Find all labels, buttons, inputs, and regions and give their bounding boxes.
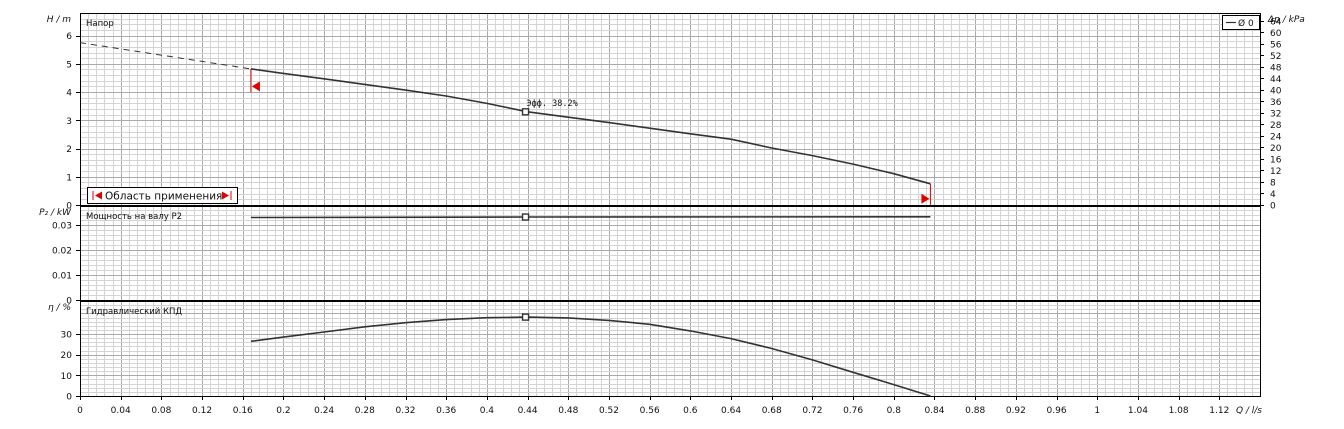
y-right-tick-label: 36	[1270, 98, 1282, 108]
y-right-tick-label: 60	[1270, 29, 1282, 39]
y-tick-label: 30	[61, 331, 73, 341]
x-tick-label: 1.08	[1169, 406, 1189, 416]
y-right-tick-label: 24	[1270, 132, 1282, 142]
panel-title-power: Мощность на валу P2	[86, 212, 182, 222]
x-tick-label: 0.96	[1047, 406, 1067, 416]
operating-point-marker	[521, 108, 530, 116]
y-right-tick-label: 40	[1270, 86, 1282, 96]
power-curve	[250, 216, 931, 219]
efficiency-curve	[250, 316, 931, 397]
y-right-tick-label: 0	[1270, 202, 1276, 212]
x-tick-label: 0.72	[802, 406, 822, 416]
x-tick-label: 0.84	[924, 406, 944, 416]
x-tick-label: 0.12	[192, 406, 212, 416]
y-tick-label: 3	[66, 117, 72, 127]
y-right-tick-label: 28	[1270, 121, 1282, 131]
panel-frame-head	[80, 13, 1261, 206]
y-tick-label: 0.02	[52, 246, 72, 256]
y-right-tick-label: 4	[1270, 190, 1276, 200]
y-tick-label: 10	[61, 372, 73, 382]
x-tick-label: 0.4	[480, 406, 495, 416]
y-tick-label: 0	[66, 393, 72, 403]
y-tick-label: 5	[66, 60, 72, 70]
x-tick-label: 0.52	[599, 406, 619, 416]
legend-box	[1222, 15, 1260, 30]
curve-layer	[79, 42, 931, 397]
head-curve-extrapolation	[79, 42, 251, 70]
y-right-tick-label: 64	[1270, 17, 1282, 27]
y-tick-label: 20	[61, 351, 73, 361]
y-axis-label-efficiency: η / %	[48, 303, 71, 313]
x-tick-label: 0.92	[1006, 406, 1026, 416]
efficiency-annotation: Эфф. 38.2%	[527, 99, 578, 109]
x-axis-label: Q / l/s	[1236, 406, 1262, 416]
range-start-marker	[251, 81, 260, 92]
x-tick-label: 0.8	[887, 406, 902, 416]
range-end-marker	[921, 193, 930, 204]
head-curve	[250, 68, 931, 185]
y-axis-label-power: P₂ / kW	[39, 208, 72, 218]
panel-title-head: Напор	[86, 19, 114, 29]
x-tick-label: 1.12	[1209, 406, 1229, 416]
x-tick-label: 0.04	[111, 406, 131, 416]
y-tick-label: 0.01	[52, 271, 72, 281]
panel-frame-power	[80, 206, 1261, 301]
x-tick-label: 0.16	[233, 406, 253, 416]
panel-title-efficiency: Гидравлический КПД	[86, 307, 182, 317]
x-tick-label: 0.64	[721, 406, 741, 416]
x-tick-label: 1.04	[1128, 406, 1148, 416]
y-tick-label: 6	[66, 32, 72, 42]
x-tick-label: 0.32	[395, 406, 415, 416]
y-right-tick-label: 12	[1270, 167, 1281, 177]
x-tick-label: 0.36	[436, 406, 456, 416]
y-right-tick-label: 20	[1270, 144, 1282, 154]
x-tick-label: 0.24	[314, 406, 334, 416]
y-tick-label: 0	[66, 202, 72, 212]
y-right-tick-label: 44	[1270, 75, 1282, 85]
x-tick-label: 0.2	[276, 406, 290, 416]
operating-range-label: Область применения	[105, 191, 222, 203]
y-right-tick-label: 56	[1270, 40, 1282, 50]
operating-point-marker	[521, 313, 530, 321]
grid-layer	[80, 13, 1261, 397]
x-tick-label: 0	[77, 406, 83, 416]
y-right-tick-label: 48	[1270, 63, 1282, 73]
legend-label: Ø 0	[1238, 18, 1254, 29]
y-right-tick-label: 16	[1270, 155, 1282, 165]
x-tick-label: 0.68	[762, 406, 782, 416]
x-tick-label: 0.56	[640, 406, 660, 416]
y-right-tick-label: 32	[1270, 109, 1281, 119]
x-tick-label: 0.28	[355, 406, 375, 416]
y-right-tick-label: 8	[1270, 178, 1276, 188]
x-tick-label: 0.6	[683, 406, 698, 416]
x-tick-label: 0.48	[558, 406, 578, 416]
frame-layer	[76, 13, 1264, 400]
x-tick-label: 0.88	[965, 406, 985, 416]
operating-range-arrow-left	[95, 191, 102, 200]
y-axis-label-head: H / m	[47, 15, 72, 25]
operating-point-marker	[521, 213, 530, 221]
operating-range-box	[87, 187, 238, 204]
x-tick-label: 0.76	[843, 406, 863, 416]
y-tick-label: 0	[66, 297, 72, 307]
y-tick-label: 4	[66, 89, 72, 99]
operating-range-arrow-right	[222, 191, 229, 200]
y-tick-label: 0.03	[52, 221, 72, 231]
x-tick-label: 0.08	[151, 406, 171, 416]
x-tick-label: 0.44	[518, 406, 538, 416]
y-right-axis-label: Δp / kPa	[1267, 15, 1305, 25]
y-tick-label: 2	[66, 145, 72, 155]
panel-frame-efficiency	[80, 301, 1261, 397]
y-right-tick-label: 52	[1270, 52, 1281, 62]
y-tick-label: 1	[66, 173, 72, 183]
x-tick-label: 1	[1094, 406, 1100, 416]
